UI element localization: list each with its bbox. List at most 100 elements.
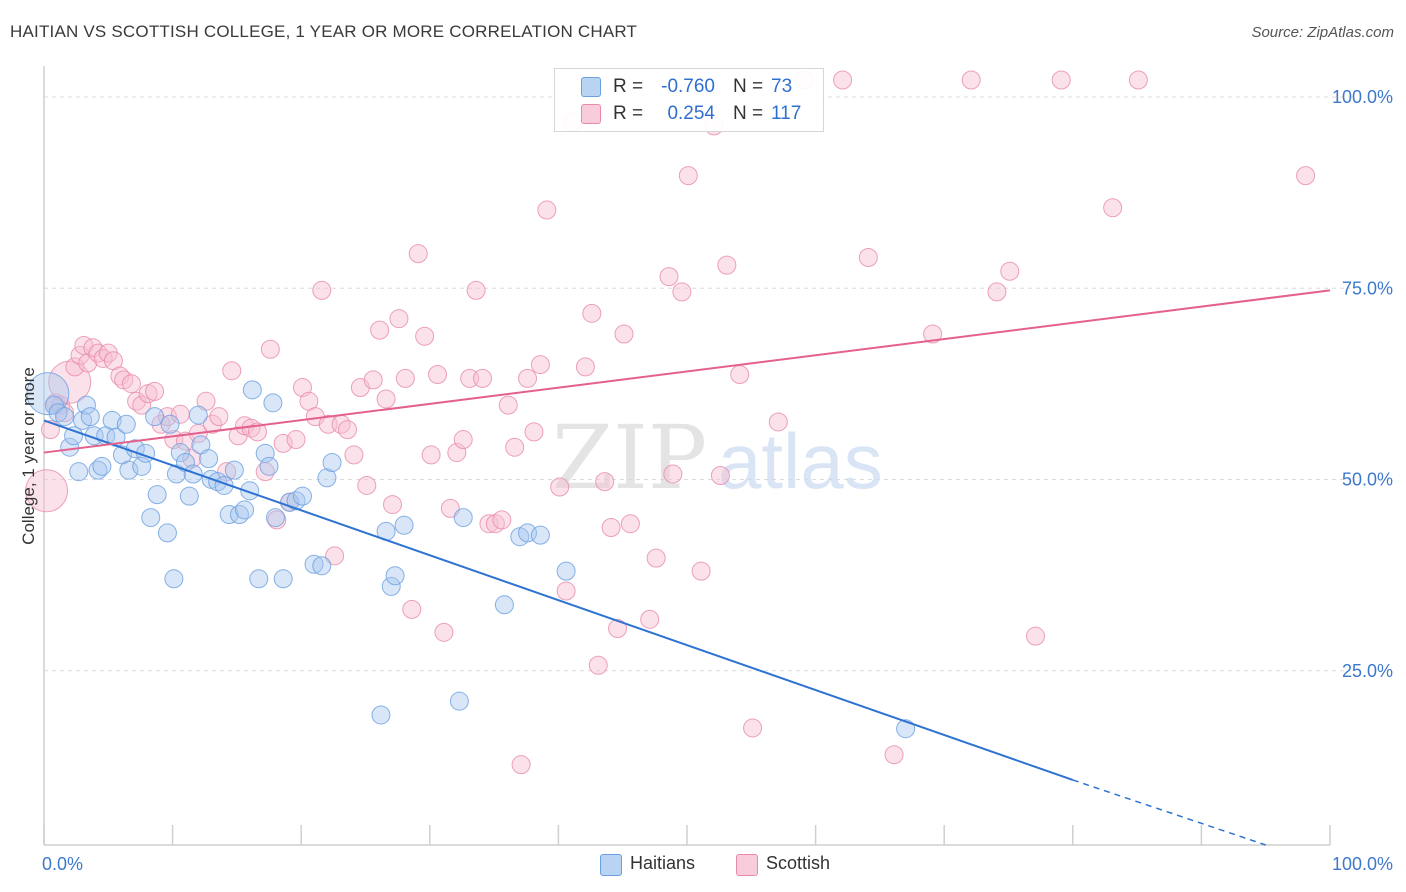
scottish-point — [479, 514, 499, 534]
legend-row-haitians: R = -0.760 N = 73 — [555, 74, 823, 100]
scottish-point — [222, 361, 242, 381]
scottish-point — [678, 166, 698, 186]
haitians-swatch — [581, 77, 601, 97]
scottish-point — [1296, 166, 1316, 186]
scottish-point — [614, 324, 634, 344]
scottish-point — [923, 324, 943, 344]
scottish-point — [286, 430, 306, 450]
haitians-point — [263, 393, 283, 413]
scottish-point — [710, 466, 730, 486]
scottish-point — [1128, 70, 1148, 90]
scottish-point — [550, 477, 570, 497]
haitians-points — [26, 372, 916, 739]
scottish-point — [83, 338, 103, 358]
scottish-point — [48, 360, 92, 404]
haitians-point — [64, 426, 84, 446]
trend-lines — [43, 289, 1331, 846]
haitians-point — [141, 508, 161, 528]
scottish-point — [672, 282, 692, 302]
scottish-point — [88, 343, 108, 363]
scottish-point — [601, 518, 621, 538]
haitians-point — [157, 523, 177, 543]
scottish-point — [434, 622, 454, 642]
scottish-point — [961, 70, 981, 90]
scottish-swatch — [581, 104, 601, 124]
haitians-point — [273, 569, 293, 589]
series-legend: Haitians Scottish — [0, 852, 1406, 878]
haitians-point — [119, 460, 139, 480]
haitians-point — [249, 569, 269, 589]
scottish-point — [640, 609, 660, 629]
haitians-point — [164, 569, 184, 589]
haitians-point — [449, 691, 469, 711]
legend-label-haitians: Haitians — [630, 853, 696, 873]
scottish-point — [402, 599, 422, 619]
n-label: N = — [733, 76, 764, 97]
r-value: -0.760 — [661, 76, 715, 97]
scottish-point — [428, 365, 448, 385]
haitians-point — [896, 719, 916, 739]
scottish-point — [608, 619, 628, 639]
r-value: 0.254 — [667, 103, 715, 124]
x-tick-label: 100.0% — [1332, 854, 1393, 874]
haitians-point — [80, 407, 100, 427]
haitians-point — [160, 414, 180, 434]
haitians-point — [530, 525, 550, 545]
haitians-point — [183, 464, 203, 484]
scottish-point — [730, 365, 750, 385]
scottish-point — [395, 368, 415, 388]
haitians-point — [235, 500, 255, 520]
scottish-point — [65, 357, 85, 377]
scottish-point — [247, 422, 267, 442]
n-value: 117 — [771, 103, 802, 124]
watermark-zip: ZIP — [552, 406, 707, 509]
legend-label-scottish: Scottish — [766, 853, 831, 873]
haitians-point — [179, 486, 199, 506]
scottish-point — [25, 469, 69, 513]
r-label: R = — [613, 76, 644, 97]
haitians-point — [145, 407, 165, 427]
scottish-trend-line — [43, 289, 1331, 454]
haitians-point — [88, 460, 108, 480]
haitians-point — [312, 556, 332, 576]
scottish-point — [127, 391, 147, 411]
scottish-point — [440, 498, 460, 518]
haitians-trend-extension — [1072, 779, 1266, 846]
r-label: R = — [613, 103, 644, 124]
scottish-point — [884, 745, 904, 765]
haitians-point — [147, 485, 167, 505]
haitians-point — [394, 515, 414, 535]
scottish-point — [357, 475, 377, 495]
haitians-point — [116, 414, 136, 434]
grid-lines — [44, 96, 1350, 672]
watermark-atlas: atlas — [718, 417, 883, 505]
correlation-legend: R = -0.760 N = 73 R = 0.254 N = 117 — [554, 68, 824, 132]
scottish-point — [466, 280, 486, 300]
haitians-point — [556, 561, 576, 581]
tick-labels: 25.0% 50.0% 75.0% 100.0% 0.0% 100.0% — [42, 87, 1393, 874]
scottish-point — [743, 718, 763, 738]
scottish-point — [663, 464, 683, 484]
haitians-point — [199, 449, 219, 469]
scottish-point — [1026, 626, 1046, 646]
scottish-point — [132, 395, 152, 415]
haitians-point — [494, 595, 514, 615]
haitians-point — [385, 566, 405, 586]
haitians-point — [304, 554, 324, 574]
source-label: Source: ZipAtlas.com — [1251, 24, 1394, 41]
scottish-point — [408, 244, 428, 264]
scottish-point — [325, 546, 345, 566]
haitians-point — [55, 407, 75, 427]
haitians-point — [188, 405, 208, 425]
scottish-point — [498, 395, 518, 415]
axes — [43, 66, 1331, 846]
haitians-trend-line — [43, 419, 1074, 781]
scottish-point — [453, 430, 473, 450]
haitians-point — [242, 380, 262, 400]
haitians-point — [265, 508, 285, 528]
y-tick-label: 50.0% — [1342, 470, 1393, 490]
haitians-point — [170, 443, 190, 463]
scottish-point — [530, 355, 550, 375]
haitians-point — [92, 456, 112, 476]
